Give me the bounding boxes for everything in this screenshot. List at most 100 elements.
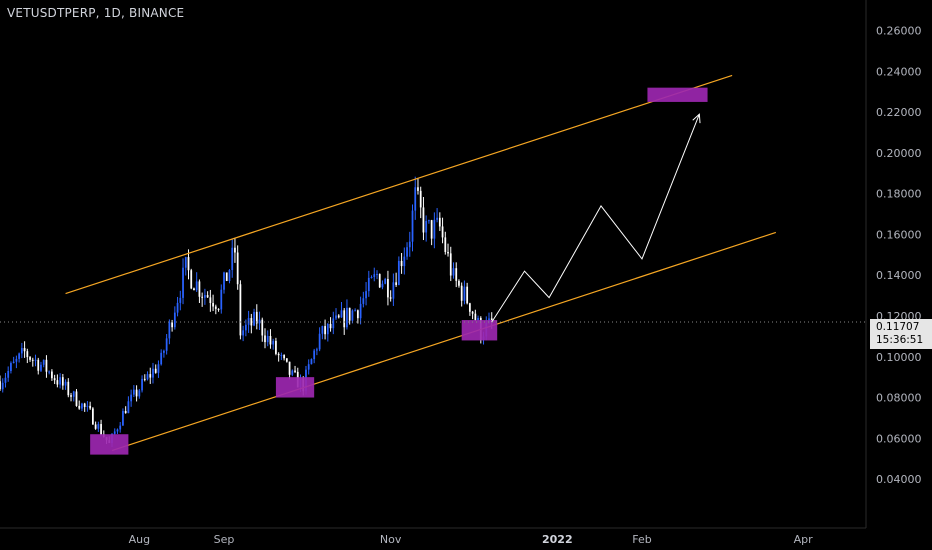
candle-body [154,368,157,373]
candle-body [428,220,430,222]
candle-body [247,318,250,325]
candle-body [15,358,18,362]
candle-body [37,359,40,371]
bar-countdown: 15:36:51 [876,334,924,346]
candle-body [362,298,365,304]
candle-body [392,282,395,299]
candle-body [18,353,21,359]
candle-body [373,274,376,278]
candle-body [0,381,1,390]
candle-body [294,370,296,372]
support-zone [647,87,708,102]
candle-body [477,317,479,321]
candle-body [365,291,367,299]
y-tick-label: 0.26000 [876,25,922,38]
candle-body [318,333,321,350]
candle-body [269,336,272,345]
candle-body [444,237,447,252]
candle-body [324,326,326,335]
candle-body [157,364,160,373]
candle-body [78,405,81,409]
candle-body [45,359,48,372]
x-tick-label: Aug [129,533,150,546]
candle-body [173,312,176,328]
candle-body [83,403,86,407]
candle-body [64,381,67,386]
x-tick-label: Sep [214,533,235,546]
candle-body [40,364,42,371]
candle-body [212,303,214,307]
candle-body [4,377,7,383]
candle-body [340,310,343,318]
candle-body [223,272,225,290]
y-tick-label: 0.22000 [876,106,922,119]
candle-body [425,220,428,233]
y-tick-label: 0.14000 [876,269,922,282]
candle-body [430,220,433,239]
candle-body [23,348,26,352]
candle-body [277,353,280,356]
candle-body [408,241,411,248]
candle-body [53,378,56,381]
candle-body [10,363,12,371]
candle-body [204,295,206,298]
candle-body [384,279,387,284]
candle-body [378,274,381,288]
support-zone [461,320,498,341]
candle-body [59,377,61,385]
candle-body [201,296,204,298]
candle-body [124,411,127,414]
candle-body [29,357,31,360]
candle-body [81,403,83,409]
candle-body [209,297,212,304]
candle-body [395,282,398,285]
candle-body [184,257,187,268]
candle-body [474,313,477,321]
support-zones [90,87,708,455]
candle-body [307,364,310,370]
candle-body [225,272,228,281]
price-axis[interactable]: 0.040000.060000.080000.100000.120000.140… [876,25,922,486]
candle-body [466,286,469,304]
candle-body [255,311,258,324]
candle-body [168,322,171,339]
time-axis[interactable]: Aug Sep Nov 2022 Feb Apr [129,533,814,546]
candle-body [132,389,135,395]
candle-body [419,190,422,208]
candle-body [206,295,209,298]
candle-body [86,405,89,407]
candle-body [321,326,324,334]
candle-body [337,315,340,318]
candle-body [447,251,449,254]
candle-body [31,359,34,361]
candle-body [455,268,458,281]
symbol-title: VETUSDTPERP, 1D, BINANCE [7,6,185,20]
candle-body [195,281,198,291]
candle-body [61,377,64,386]
candle-body [190,270,193,289]
y-tick-label: 0.04000 [876,473,922,486]
candle-body [406,247,408,257]
candle-body [244,324,247,331]
candle-body [280,355,283,357]
candle-body [326,323,329,335]
candle-body [152,368,154,378]
x-tick-label: 2022 [542,533,573,546]
candle-body [34,359,37,361]
x-tick-label: Apr [794,533,814,546]
candle-body [471,311,474,314]
candle-body [165,338,168,351]
candle-body [354,310,357,312]
candle-body [275,340,277,354]
candle-body [272,340,275,345]
channel-lines [65,74,777,452]
candle-body [239,284,242,336]
projection-arrowhead [692,113,701,124]
candle-body [182,267,184,298]
candle-body [220,289,223,310]
candle-body [7,370,10,378]
candle-body [310,359,313,365]
candle-body [490,318,493,322]
candle-body [460,285,463,301]
